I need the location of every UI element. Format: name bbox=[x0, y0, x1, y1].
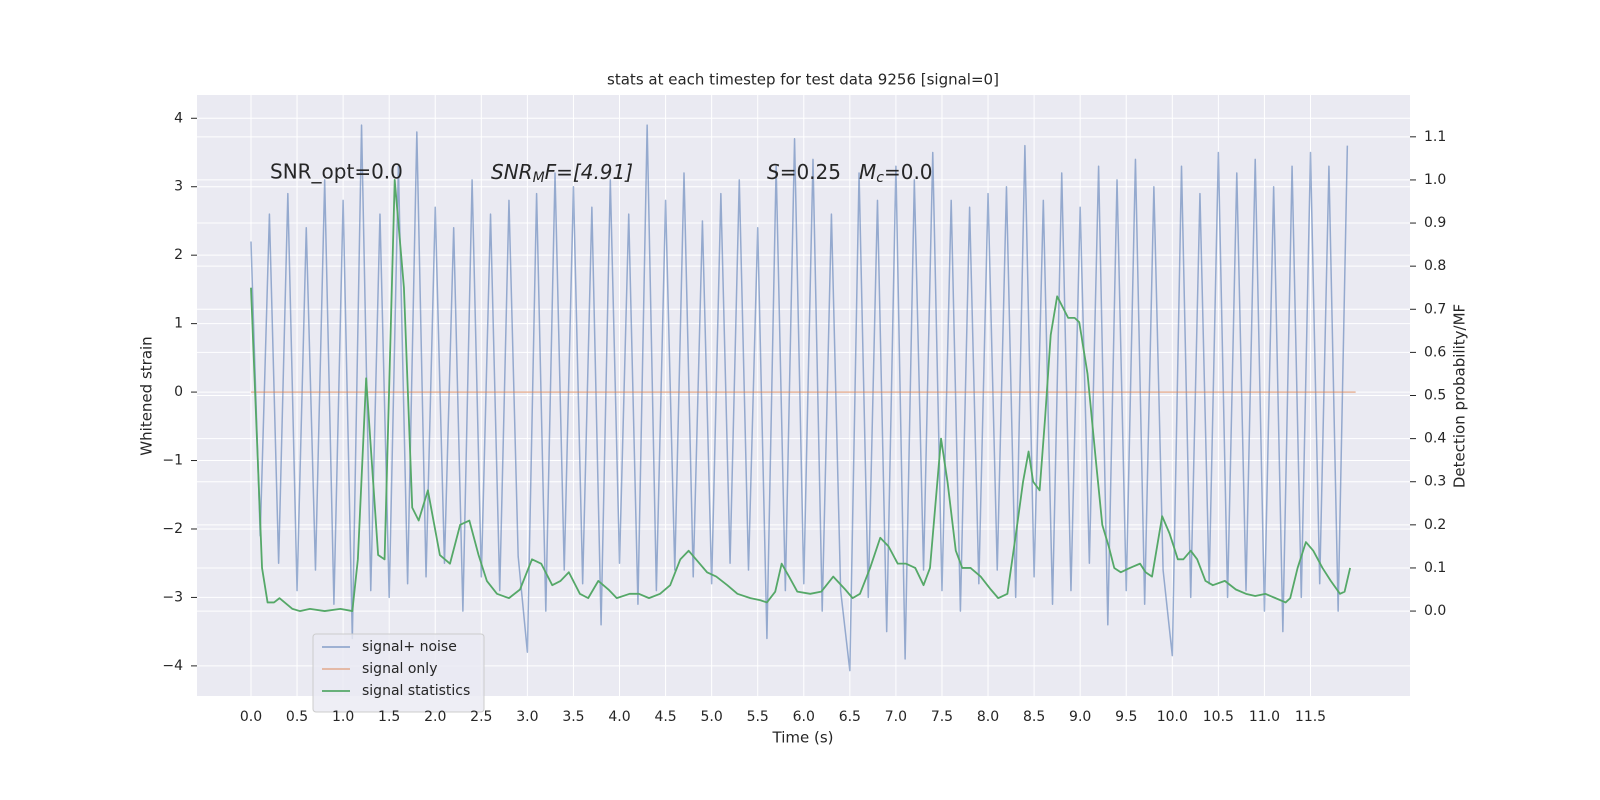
y2-tick-label: 0.6 bbox=[1424, 344, 1446, 360]
y-tick-label: 1 bbox=[174, 316, 183, 332]
x-tick-label: 1.0 bbox=[332, 709, 354, 725]
y-tick-label: 0 bbox=[174, 384, 183, 400]
x-tick-label: 6.5 bbox=[839, 709, 861, 725]
annotation-part: S bbox=[767, 160, 780, 184]
y-tick-label: 2 bbox=[174, 247, 183, 263]
annotation: S=0.25 bbox=[767, 160, 841, 184]
y-axis-label: Whitened strain bbox=[138, 336, 156, 455]
x-tick-label: 7.5 bbox=[931, 709, 953, 725]
y2-tick-label: 0.5 bbox=[1424, 388, 1446, 404]
y2-tick-label: 0.1 bbox=[1424, 560, 1446, 576]
x-tick-label: 4.5 bbox=[654, 709, 676, 725]
legend-label: signal statistics bbox=[362, 683, 470, 699]
x-tick-label: 9.0 bbox=[1069, 709, 1091, 725]
x-tick-label: 10.0 bbox=[1157, 709, 1188, 725]
y-tick-label: −4 bbox=[162, 658, 183, 674]
y2-tick-label: 0.0 bbox=[1424, 603, 1446, 619]
y-tick-label: −2 bbox=[162, 521, 183, 537]
annotation-part: M bbox=[859, 160, 876, 184]
annotation-part: =0.25 bbox=[780, 160, 841, 184]
annotation-part: F=[4.91] bbox=[545, 160, 633, 184]
annotation-part: SNR bbox=[491, 160, 533, 184]
x-tick-label: 3.5 bbox=[562, 709, 584, 725]
chart-title: stats at each timestep for test data 925… bbox=[607, 71, 999, 89]
y2-tick-label: 1.1 bbox=[1424, 129, 1446, 145]
x-tick-label: 10.5 bbox=[1203, 709, 1234, 725]
y-tick-label: −3 bbox=[162, 589, 183, 605]
y2-tick-label: 1.0 bbox=[1424, 172, 1446, 188]
x-tick-label: 11.0 bbox=[1249, 709, 1280, 725]
annotation: SNR_opt=0.0 bbox=[270, 160, 403, 184]
x-tick-label: 0.0 bbox=[240, 709, 262, 725]
x-tick-label: 8.5 bbox=[1023, 709, 1045, 725]
legend-label: signal+ noise bbox=[362, 639, 457, 655]
annotation: SNRMF=[4.91] bbox=[491, 160, 633, 187]
x-tick-label: 4.0 bbox=[608, 709, 630, 725]
y2-tick-label: 0.7 bbox=[1424, 301, 1446, 317]
x-tick-label: 5.0 bbox=[701, 709, 723, 725]
x-tick-label: 8.0 bbox=[977, 709, 999, 725]
x-tick-label: 1.5 bbox=[378, 709, 400, 725]
marks bbox=[250, 124, 1356, 672]
x-tick-label: 0.5 bbox=[286, 709, 308, 725]
x-tick-label: 2.5 bbox=[470, 709, 492, 725]
y2-tick-label: 0.3 bbox=[1424, 474, 1446, 490]
y2-tick-label: 0.9 bbox=[1424, 215, 1446, 231]
x-tick-label: 9.5 bbox=[1115, 709, 1137, 725]
series-line bbox=[250, 124, 1349, 672]
y2-tick-label: 0.2 bbox=[1424, 517, 1446, 533]
x-tick-label: 3.0 bbox=[516, 709, 538, 725]
x-axis-label: Time (s) bbox=[772, 729, 834, 747]
x-tick-label: 6.0 bbox=[793, 709, 815, 725]
legend-box bbox=[312, 633, 485, 713]
y-tick-label: −1 bbox=[162, 453, 183, 469]
x-tick-label: 2.0 bbox=[424, 709, 446, 725]
y2-axis-label: Detection probability/MF bbox=[1451, 304, 1469, 488]
legend-label: signal only bbox=[362, 661, 437, 677]
series-line bbox=[250, 179, 1351, 612]
x-tick-label: 5.5 bbox=[747, 709, 769, 725]
legend: signal+ noise signal only signal statistic… bbox=[312, 633, 485, 713]
annotation-sub: c bbox=[876, 170, 884, 186]
annotation: Mc=0.0 bbox=[859, 160, 933, 187]
y-tick-label: 4 bbox=[174, 110, 183, 126]
annotation-part: =0.0 bbox=[884, 160, 933, 184]
annotation-sub: M bbox=[533, 170, 545, 186]
y-tick-label: 3 bbox=[174, 179, 183, 195]
y2-tick-label: 0.8 bbox=[1424, 258, 1446, 274]
x-tick-label: 7.0 bbox=[885, 709, 907, 725]
x-tick-label: 11.5 bbox=[1295, 709, 1326, 725]
y2-tick-label: 0.4 bbox=[1424, 431, 1446, 447]
